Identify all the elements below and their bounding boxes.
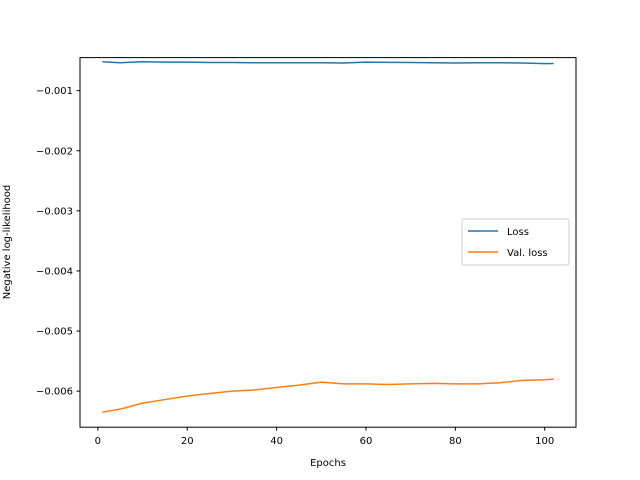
x-axis-title: Epochs <box>310 458 346 469</box>
legend-label-loss: Loss <box>507 227 529 238</box>
y-axis-title: Negative log-likelihood <box>2 185 13 300</box>
x-tick-label: 60 <box>360 436 373 447</box>
x-tick-label: 80 <box>449 436 462 447</box>
y-tick-label: −0.003 <box>36 206 73 217</box>
axes-layer: 0 20 40 60 80 100 −0.001 −0.002 −0.003 −0.004 −0.0… <box>36 86 554 447</box>
series-line-1 <box>102 378 554 413</box>
y-tick-label: −0.001 <box>36 86 73 97</box>
x-tick-label: 0 <box>95 436 101 447</box>
y-tick-label: −0.005 <box>36 327 73 338</box>
plot-frame <box>79 57 577 428</box>
x-tick-label: 100 <box>535 436 554 447</box>
series-line-0 <box>102 61 554 65</box>
legend-label-val-loss: Val. loss <box>507 248 548 259</box>
y-tick-label: −0.006 <box>36 387 73 398</box>
series-layer <box>102 61 554 413</box>
legend: Loss Val. loss <box>461 218 570 266</box>
y-tick-label: −0.002 <box>36 146 73 157</box>
x-tick-label: 20 <box>181 436 194 447</box>
y-tick-label: −0.004 <box>36 266 73 277</box>
x-tick-label: 40 <box>270 436 283 447</box>
